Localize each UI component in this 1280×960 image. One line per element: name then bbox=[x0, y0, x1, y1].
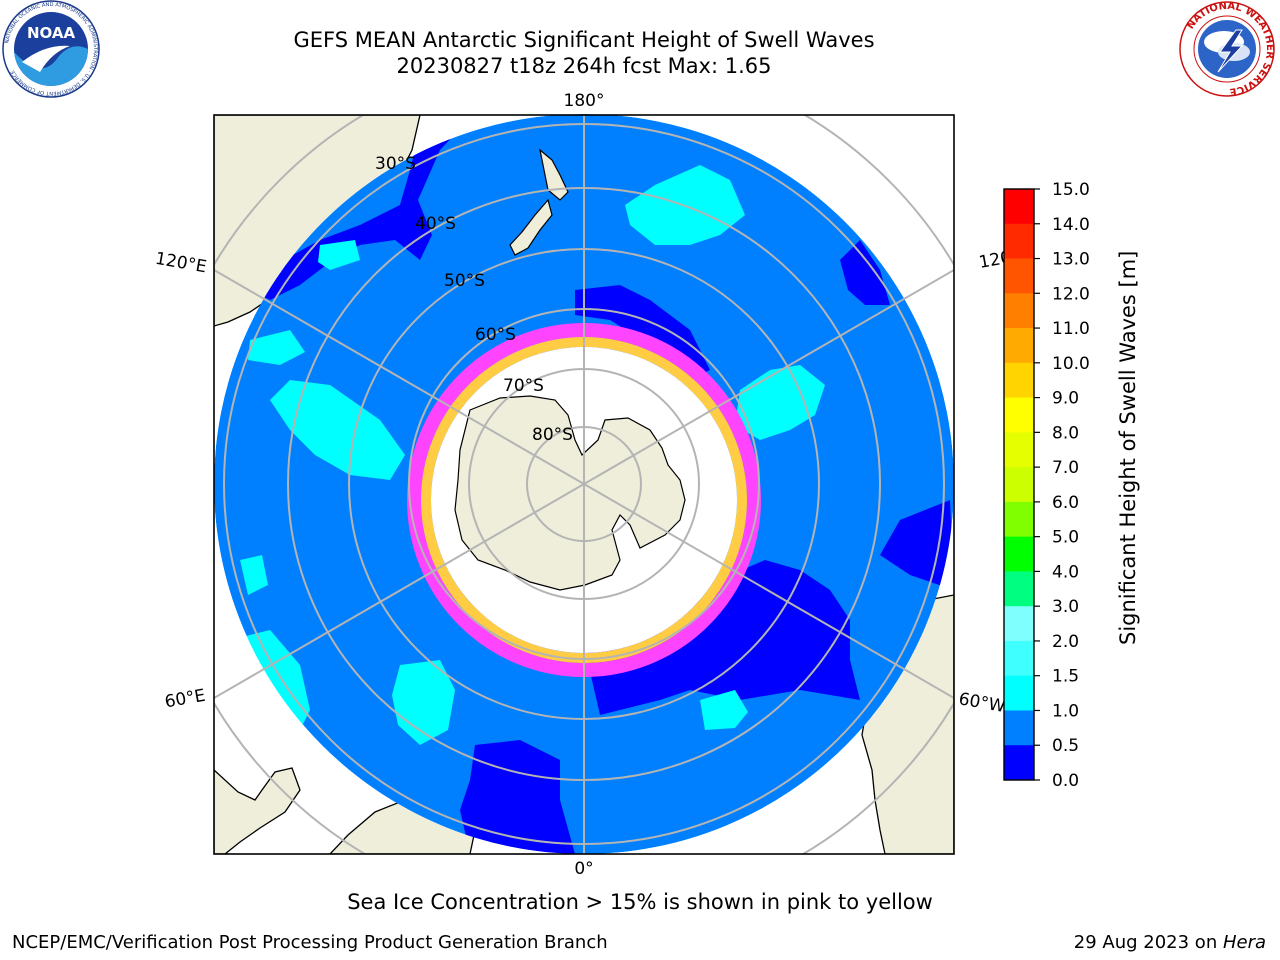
lon-label-60w: 60°W bbox=[957, 689, 1007, 717]
cyan-swell-patch bbox=[270, 380, 405, 480]
colorbar-tick-label: 13.0 bbox=[1052, 250, 1090, 270]
lon-label-180: 180° bbox=[564, 91, 605, 111]
lon-label-0: 0° bbox=[574, 859, 593, 879]
colorbar-tick-label: 15.0 bbox=[1052, 180, 1090, 200]
colorbar-segment bbox=[1004, 571, 1034, 607]
low-swell-region bbox=[460, 740, 575, 854]
colorbar-segment bbox=[1004, 328, 1034, 364]
lat-label-50s: 50°S bbox=[444, 271, 485, 291]
lat-label-40s: 40°S bbox=[415, 214, 456, 234]
colorbar-tick-label: 10.0 bbox=[1052, 354, 1090, 374]
colorbar-segment bbox=[1004, 293, 1034, 329]
colorbar-tick-label: 11.0 bbox=[1052, 319, 1090, 339]
colorbar-tick-label: 6.0 bbox=[1052, 493, 1079, 513]
colorbar-segment bbox=[1004, 640, 1034, 677]
cyan-swell-patch bbox=[700, 690, 748, 730]
colorbar-frame bbox=[1003, 188, 1035, 781]
footer-credit: NCEP/EMC/Verification Post Processing Pr… bbox=[12, 932, 608, 953]
lat-label-30s: 30°S bbox=[375, 154, 416, 174]
colorbar-segment bbox=[1004, 710, 1034, 746]
africa-land bbox=[214, 767, 301, 854]
cyan-swell-patch bbox=[240, 555, 268, 595]
colorbar-tick-label: 8.0 bbox=[1052, 423, 1079, 443]
new-zealand-land bbox=[509, 198, 553, 256]
colorbar-segment bbox=[1004, 362, 1034, 399]
graticule bbox=[214, 115, 954, 854]
colorbar-tick-label: 1.5 bbox=[1052, 667, 1079, 687]
colorbar-segment bbox=[1004, 675, 1034, 711]
colorbar-tick-label: 5.0 bbox=[1052, 528, 1079, 548]
colorbar-segment bbox=[1004, 606, 1034, 642]
colorbar-segment bbox=[1004, 258, 1034, 294]
colorbar-tick-label: 7.0 bbox=[1052, 458, 1079, 478]
low-swell-region bbox=[880, 500, 954, 590]
colorbar-segment bbox=[1004, 501, 1034, 538]
low-swell-region bbox=[585, 560, 860, 715]
colorbar-tick-label: 0.0 bbox=[1052, 771, 1079, 791]
colorbar-segment bbox=[1004, 536, 1034, 572]
colorbar-tick-label: 14.0 bbox=[1052, 215, 1090, 235]
colorbar-segment bbox=[1004, 467, 1034, 503]
lat-label-60s: 60°S bbox=[475, 325, 516, 345]
chart-subtitle: 20230827 t18z 264h fcst Max: 1.65 bbox=[396, 54, 772, 78]
footer-host: Hera bbox=[1222, 932, 1266, 953]
cyan-swell-patch bbox=[318, 240, 360, 270]
lat-label-70s: 70°S bbox=[503, 376, 544, 396]
colorbar-tick-label: 2.0 bbox=[1052, 632, 1079, 652]
cyan-swell-patch bbox=[248, 330, 305, 365]
footer-date: 29 Aug 2023 on Hera bbox=[1074, 932, 1266, 953]
lon-label-60e: 60°E bbox=[163, 686, 207, 713]
new-zealand-land bbox=[539, 148, 569, 201]
map-frame-border bbox=[213, 114, 955, 855]
colorbar-tick-label: 9.0 bbox=[1052, 389, 1079, 409]
sea-ice-caption: Sea Ice Concentration > 15% is shown in … bbox=[347, 890, 933, 914]
lon-label-120e: 120°E bbox=[154, 249, 208, 278]
colorbar-segment bbox=[1004, 189, 1034, 225]
nws-logo-icon: NATIONAL WEATHER SERVICE bbox=[1179, 1, 1275, 97]
colorbar-tick-label: 4.0 bbox=[1052, 562, 1079, 582]
colorbar-tick-label: 1.0 bbox=[1052, 701, 1079, 721]
noaa-logo-icon: NOAA NATIONAL OCEANIC AND ATMOSPHERIC AD… bbox=[2, 0, 100, 98]
colorbar-tick-label: 3.0 bbox=[1052, 597, 1079, 617]
colorbar-tick-label: 12.0 bbox=[1052, 284, 1090, 304]
low-swell-region bbox=[250, 118, 470, 300]
footer-date-text: 29 Aug 2023 on bbox=[1073, 932, 1223, 953]
colorbar-tick-label: 0.5 bbox=[1052, 736, 1079, 756]
colorbar-segment bbox=[1004, 745, 1034, 781]
lat-label-80s: 80°S bbox=[532, 425, 573, 445]
colorbar-segment bbox=[1004, 432, 1034, 468]
colorbar: 15.0 14.0 13.0 12.0 11.0 10.0 9.0 8.0 7.0 6.0 5.0 4… bbox=[1003, 180, 1090, 791]
colorbar-segment bbox=[1004, 397, 1034, 433]
noaa-logo-text: NOAA bbox=[27, 24, 76, 42]
low-swell-region bbox=[840, 240, 890, 305]
chart-title: GEFS MEAN Antarctic Significant Height o… bbox=[293, 28, 875, 52]
colorbar-segment bbox=[1004, 223, 1034, 260]
colorbar-label: Significant Height of Swell Waves [m] bbox=[1116, 250, 1140, 645]
cyan-swell-patch bbox=[392, 660, 455, 745]
